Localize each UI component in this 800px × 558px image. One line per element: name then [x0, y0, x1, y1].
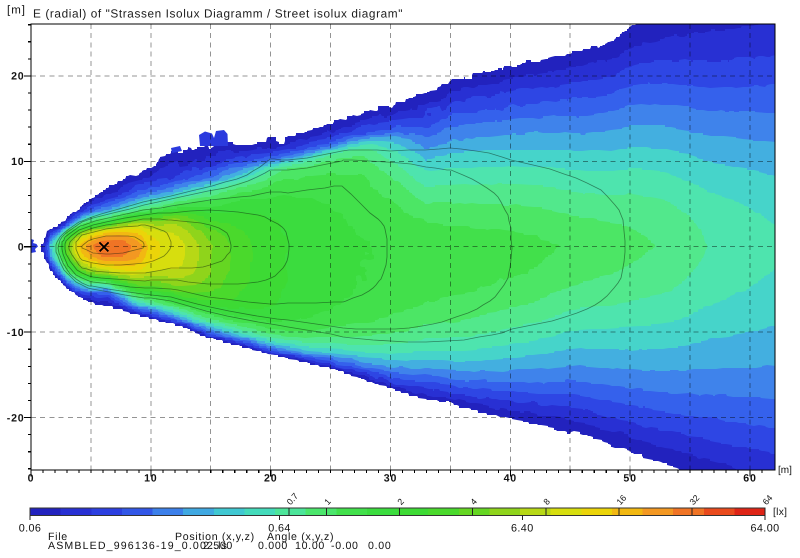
svg-text:20: 20 — [11, 71, 24, 83]
svg-text:[m]: [m] — [778, 465, 792, 476]
svg-text:30: 30 — [384, 473, 397, 485]
svg-text:10: 10 — [11, 156, 24, 168]
svg-text:2.500: 2.500 — [203, 540, 233, 552]
svg-text:[m]: [m] — [7, 5, 26, 17]
svg-text:-0.00: -0.00 — [331, 540, 359, 552]
svg-text:20: 20 — [264, 473, 277, 485]
svg-text:50: 50 — [623, 473, 636, 485]
svg-text:-20: -20 — [7, 412, 25, 424]
svg-text:[lx]: [lx] — [773, 507, 787, 518]
svg-text:ASMBLED_996136-19_0.002.ls: ASMBLED_996136-19_0.002.ls — [48, 540, 228, 552]
svg-text:0.00: 0.00 — [368, 540, 391, 552]
svg-text:64.00: 64.00 — [750, 523, 779, 535]
svg-text:Position (x,y,z): Position (x,y,z) — [175, 531, 255, 543]
svg-text:10.00: 10.00 — [295, 540, 325, 552]
svg-text:40: 40 — [504, 473, 517, 485]
svg-text:File: File — [48, 531, 68, 543]
svg-text:6.40: 6.40 — [511, 523, 534, 535]
svg-text:60: 60 — [743, 473, 756, 485]
svg-text:0: 0 — [18, 242, 25, 254]
svg-text:-10: -10 — [7, 327, 25, 339]
svg-text:E (radial) of "Strassen Isolux: E (radial) of "Strassen Isolux Diagramm … — [33, 7, 403, 21]
svg-text:1: 1 — [322, 496, 333, 506]
svg-text:0: 0 — [28, 473, 35, 485]
svg-text:8: 8 — [541, 496, 552, 506]
svg-text:0.000: 0.000 — [258, 540, 288, 552]
svg-text:Angle (x,y,z): Angle (x,y,z) — [267, 531, 334, 543]
svg-text:4: 4 — [468, 496, 479, 506]
svg-text:2: 2 — [395, 496, 406, 506]
svg-text:10: 10 — [144, 473, 157, 485]
svg-text:0.06: 0.06 — [19, 523, 42, 535]
svg-text:0.64: 0.64 — [268, 523, 291, 535]
